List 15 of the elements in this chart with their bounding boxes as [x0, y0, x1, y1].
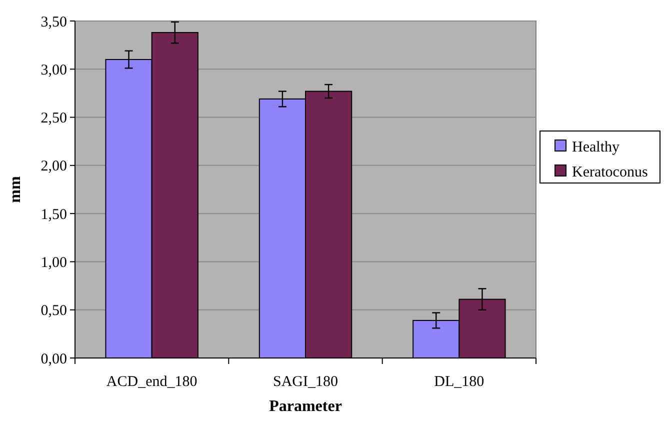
y-tick-label: 1,00 — [40, 254, 67, 271]
legend-label: Keratoconus — [572, 164, 648, 180]
y-tick-label: 2,50 — [40, 110, 67, 127]
x-tick-label: SAGI_180 — [272, 374, 338, 390]
y-axis-title: mm — [7, 176, 24, 203]
y-tick-label: 0,00 — [40, 351, 67, 368]
legend-label: Healthy — [572, 139, 620, 156]
y-tick-label: 3,50 — [40, 14, 67, 30]
y-tick-label: 0,50 — [40, 303, 67, 320]
x-tick-label: ACD_end_180 — [106, 374, 198, 390]
y-tick-label: 1,50 — [40, 206, 67, 223]
y-tick-label: 3,00 — [40, 62, 67, 78]
x-tick-label: DL_180 — [434, 374, 484, 390]
y-tick-label: 2,00 — [40, 158, 67, 175]
x-axis-title: Parameter — [269, 398, 342, 415]
